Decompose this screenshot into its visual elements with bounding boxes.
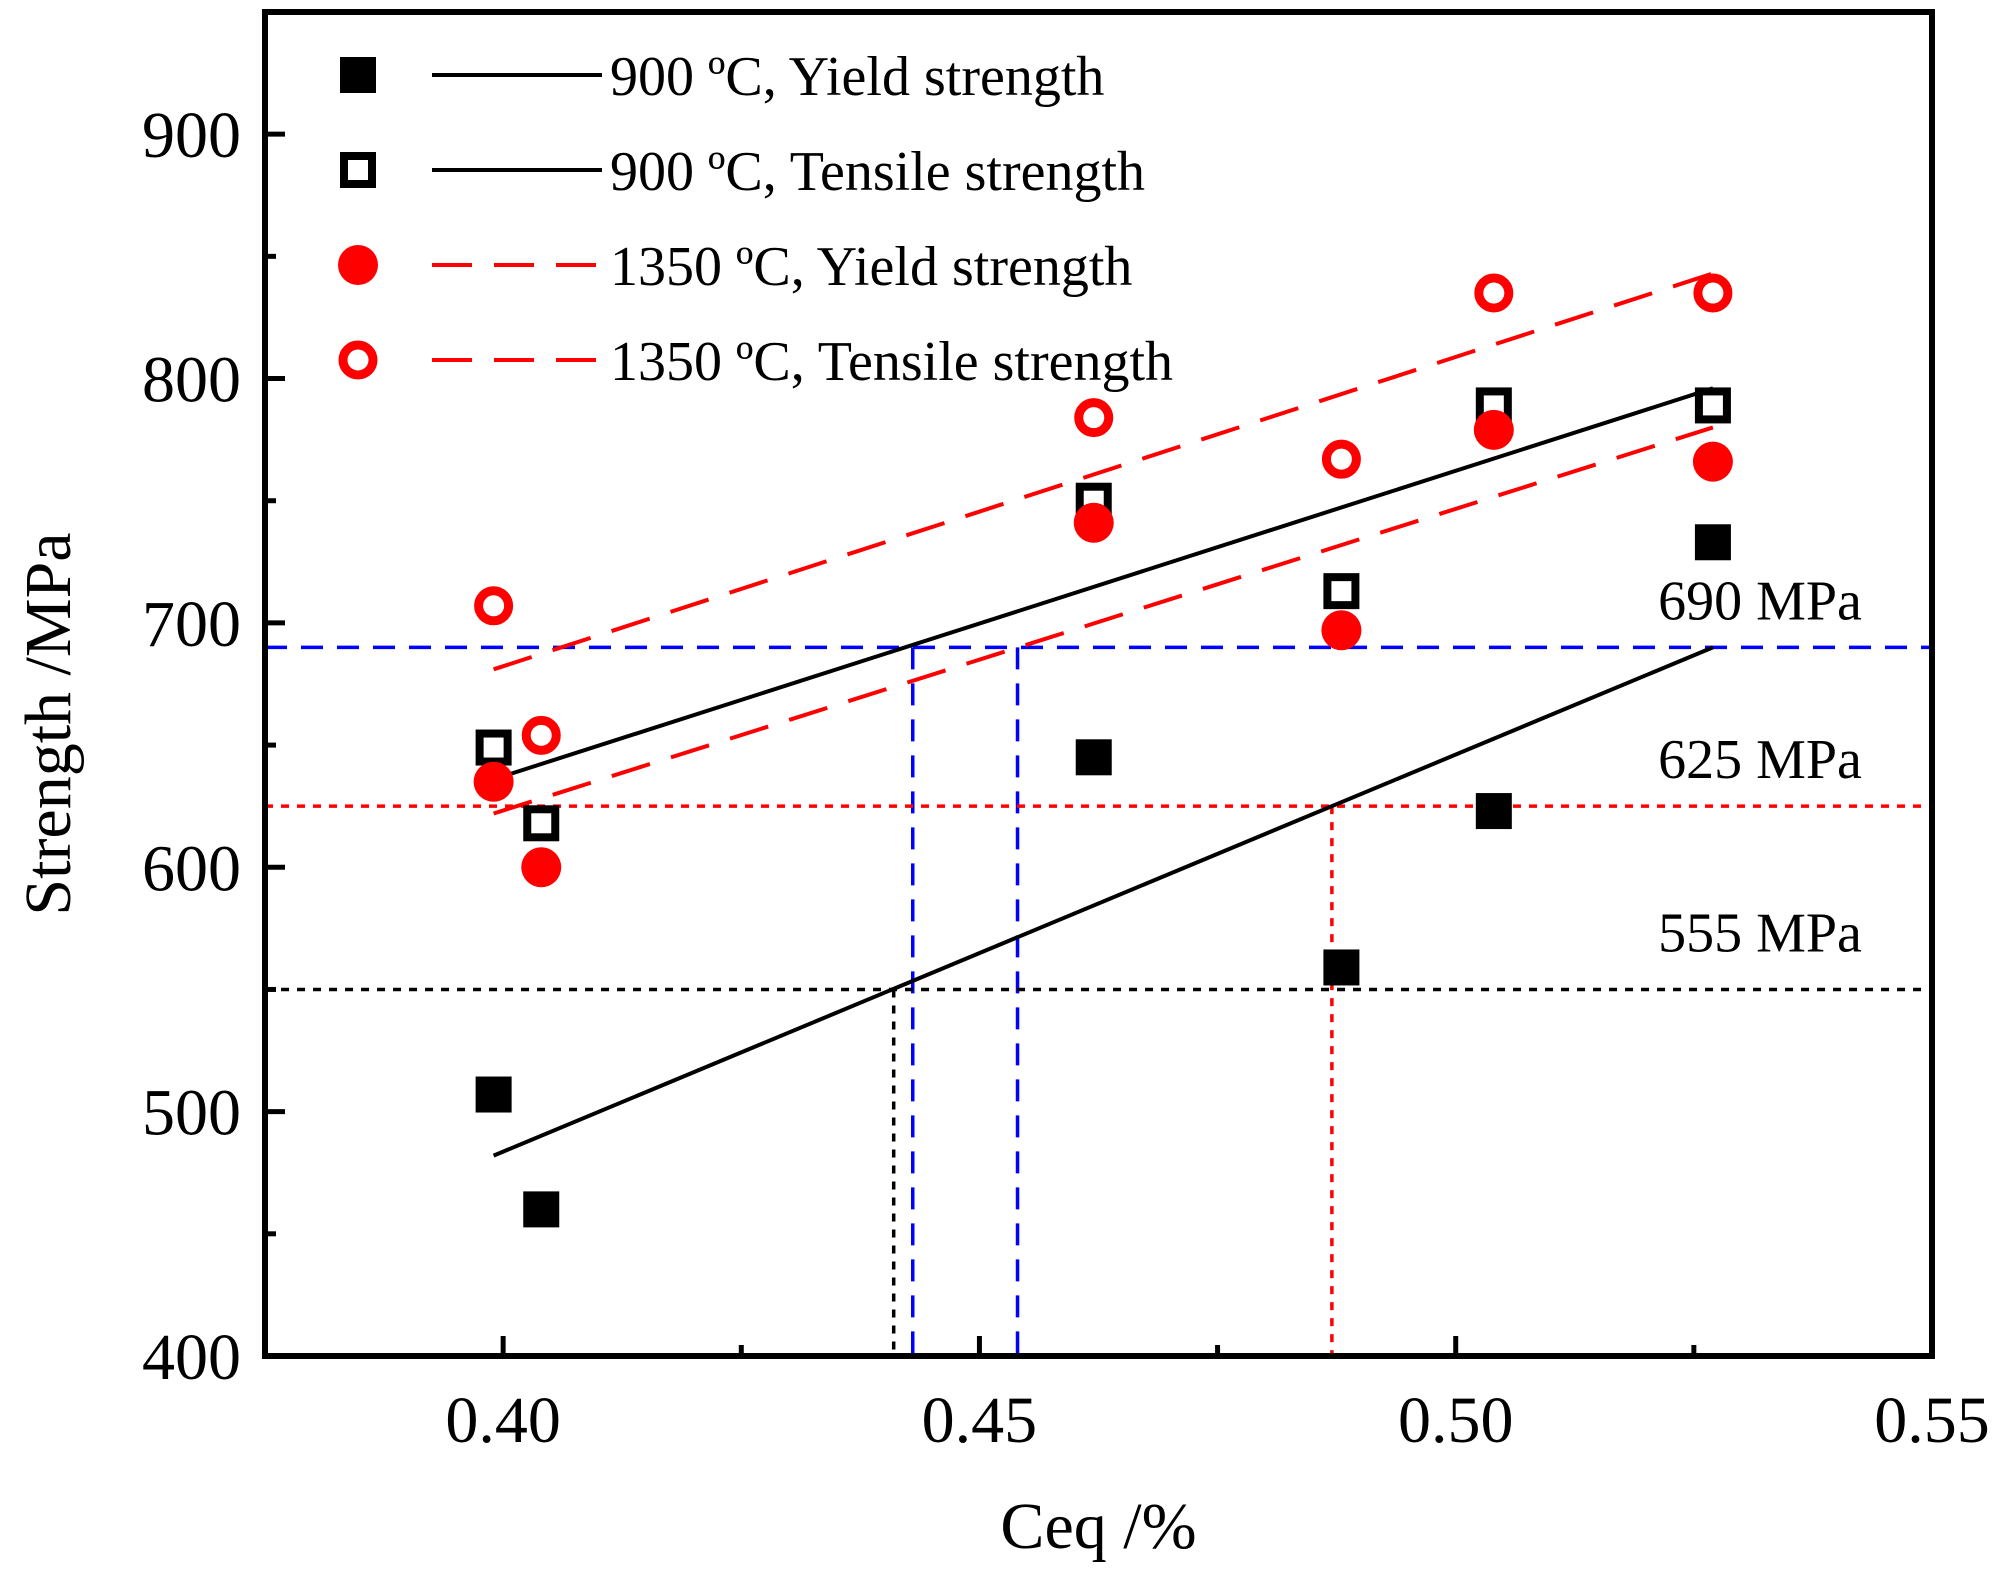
data-point-1350-c-tensile-strength [1321,439,1361,479]
y-axis-title: Strength /MPa [12,532,85,915]
x-tick-label: 0.40 [445,1384,561,1457]
legend-marker-900-c-tensile-strength [340,152,376,188]
legend-label-900-c-tensile-strength: 900 ºC, Tensile strength [610,141,1145,203]
fit-lines-layer [492,271,1714,1158]
data-point-900-c-tensile-strength [475,729,512,766]
reference-label-555-mpa: 555 MPa [1658,902,1862,964]
data-point-1350-c-tensile-strength [474,586,514,626]
data-point-900-c-tensile-strength [1694,387,1731,424]
data-point-1350-c-yield-strength [1321,610,1362,651]
legend: 900 ºC, Yield strength 900 ºC, Tensile st… [338,46,1173,393]
plot-frame [262,9,1935,1359]
y-tick-label: 900 [142,99,241,172]
y-tick-label: 700 [142,588,241,661]
y-tick-label: 600 [142,832,241,905]
x-axis: 0.40 0.45 0.50 0.55 [445,1336,1990,1457]
x-tick-label: 0.55 [1874,1384,1990,1457]
data-point-1350-c-tensile-strength [1693,273,1733,313]
data-point-900-c-yield-strength [1475,793,1512,830]
data-point-1350-c-tensile-strength [1074,398,1114,438]
data-point-1350-c-tensile-strength [521,715,561,755]
data-point-900-c-yield-strength [1323,949,1360,986]
legend-label-900-c-yield-strength: 900 ºC, Yield strength [610,46,1104,108]
data-point-1350-c-yield-strength [1073,502,1114,543]
legend-label-1350-c-yield-strength: 1350 ºC, Yield strength [610,236,1132,298]
data-point-900-c-yield-strength [1075,739,1112,776]
x-tick-label: 0.50 [1398,1384,1514,1457]
fit-line-1350-c-yield-strength [493,425,1714,816]
y-tick-label: 500 [142,1077,241,1150]
y-axis: 400 500 600 700 800 900 [142,99,285,1394]
y-tick-label: 400 [142,1321,241,1394]
legend-marker-900-c-yield-strength [340,57,376,93]
data-point-900-c-tensile-strength [523,805,560,842]
fit-line-900-c-tensile-strength [493,386,1714,782]
data-point-1350-c-yield-strength [473,761,514,802]
data-point-1350-c-yield-strength [1692,441,1733,482]
data-point-900-c-yield-strength [523,1191,560,1228]
fit-line-1350-c-tensile-strength [492,271,1714,672]
reference-labels-layer: 690 MPa 625 MPa 555 MPa [1658,570,1862,964]
fit-line-900-c-yield-strength [492,645,1714,1158]
legend-marker-1350-c-tensile-strength [338,340,378,380]
data-point-1350-c-yield-strength [521,847,562,888]
data-point-900-c-yield-strength [475,1076,512,1113]
plot-area [265,271,1932,1356]
legend-label-1350-c-tensile-strength: 1350 ºC, Tensile strength [610,331,1173,393]
reference-label-625-mpa: 625 MPa [1658,729,1862,791]
data-point-1350-c-tensile-strength [1474,273,1514,313]
x-axis-title: Ceq /% [1000,1490,1196,1563]
data-point-1350-c-yield-strength [1473,409,1514,450]
reference-label-690-mpa: 690 MPa [1658,570,1862,632]
legend-marker-1350-c-yield-strength [338,245,378,285]
data-point-900-c-yield-strength [1694,524,1731,561]
y-tick-label: 800 [142,344,241,417]
data-point-900-c-tensile-strength [1323,573,1360,610]
data-points-layer [473,273,1733,1228]
x-tick-label: 0.45 [922,1384,1038,1457]
